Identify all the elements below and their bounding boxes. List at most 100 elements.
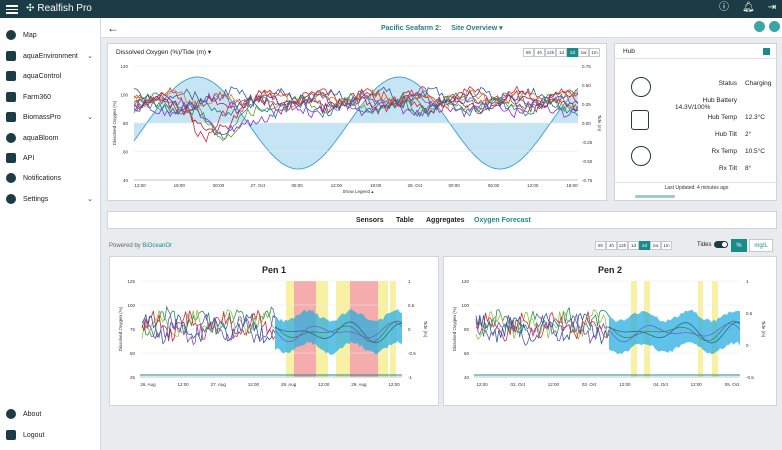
x-tick-label: 27. Aug <box>211 382 227 387</box>
info-icon[interactable]: ⓘ <box>719 2 729 13</box>
forecast-series-line <box>274 321 403 343</box>
y-axis-label: Dissolved Oxygen (%) <box>118 306 123 351</box>
sidebar-item-biomasspro[interactable]: BiomassPro ⌄ <box>0 108 100 126</box>
forecast-series-line <box>608 323 741 343</box>
page-header: ← Pacific Seafarm 2: Site Overview ▾ <box>101 18 782 38</box>
do-series-line <box>133 91 579 112</box>
collapse-icon[interactable] <box>763 48 770 55</box>
range-button-1w[interactable]: 1w <box>578 48 589 57</box>
y2-tick-label: 0.5 <box>408 303 415 308</box>
chat-icon[interactable] <box>754 21 765 32</box>
back-arrow-icon[interactable]: ← <box>107 21 119 35</box>
sidebar-item-api[interactable]: API <box>0 149 100 167</box>
hub-row: Hub Temp 12.3°C <box>707 114 765 121</box>
unit-mgl-button[interactable]: mg/L <box>749 239 773 252</box>
tab-oxygen-forecast[interactable]: Oxygen Forecast <box>474 217 531 224</box>
grid-icon <box>6 51 16 61</box>
menu-icon[interactable] <box>6 3 18 15</box>
y-tick-label: 100 <box>127 303 135 308</box>
x-tick-label: 12:00 <box>248 382 260 387</box>
sidebar-item-aquaenvironment[interactable]: aquaEnvironment ⌄ <box>0 47 100 65</box>
range-button-1m[interactable]: 1m <box>589 48 600 57</box>
toggle-switch[interactable] <box>714 241 729 248</box>
site-name: Pacific Seafarm 2: <box>381 25 442 32</box>
main-content: ← Pacific Seafarm 2: Site Overview ▾ Dis… <box>101 18 782 450</box>
show-legend-toggle[interactable]: Show Legend ▴ <box>342 189 374 194</box>
y2-axis-label: Tide (m) <box>423 321 428 338</box>
range-button-12h[interactable]: 12h <box>545 48 556 57</box>
bell-icon[interactable]: 🔔︎ <box>742 2 755 13</box>
x-tick-label: 12:00 <box>178 382 190 387</box>
logout-icon <box>6 430 16 440</box>
view-selector[interactable]: Site Overview ▾ <box>451 25 503 32</box>
y2-tick-label: 0.25 <box>582 102 591 107</box>
sidebar-item-aquacontrol[interactable]: aquaControl <box>0 67 100 85</box>
hub-scrollbar[interactable] <box>635 195 675 198</box>
range-button-1d[interactable]: 1d <box>556 48 567 57</box>
forecast-band <box>275 309 402 355</box>
do-range-selector: 5h 4h 12h 1d 2d 1w 1m <box>523 48 600 57</box>
range-button-2d[interactable]: 2d <box>567 48 578 57</box>
do-chart: 120 100 80 60 40 0.75 0.50 0.25 0.00 -0.25 -0.50 -0… <box>112 64 602 194</box>
sidebar-item-farm360[interactable]: Farm360 <box>0 88 100 106</box>
pen-title: Pen 2 <box>597 265 622 275</box>
hub-row: Status Charging <box>718 80 772 87</box>
x-tick-label: 00:00 <box>213 183 225 188</box>
chevron-down-icon[interactable]: ⌄ <box>87 114 93 121</box>
sidebar-item-aquabloom[interactable]: aquaBloom <box>0 129 100 147</box>
measured-series-line <box>141 313 276 346</box>
sidebar-item-about[interactable]: About <box>0 405 100 423</box>
logout-icon[interactable]: ⇥ <box>767 2 777 13</box>
range-button-5h[interactable]: 5h <box>523 48 534 57</box>
range-button-1w[interactable]: 1w <box>650 241 661 250</box>
do-panel-title[interactable]: Dissolved Oxygen (%)/Tide (m) ▾ <box>116 49 212 56</box>
sidebar-item-settings[interactable]: Settings ⌄ <box>0 190 100 208</box>
x-tick-label: 12:00 <box>691 382 703 387</box>
range-button-1m[interactable]: 1m <box>661 241 672 250</box>
sidebar-item-notifications[interactable]: Notifications <box>0 169 100 187</box>
top-bar: ✣ Realfish Pro ⓘ 🔔︎ ⇥ <box>0 0 782 18</box>
hub-row: Rx Tilt 8° <box>718 165 752 172</box>
chevron-down-icon[interactable]: ⌄ <box>87 196 93 203</box>
unit-percent-button[interactable]: % <box>731 239 747 252</box>
forecast-series-line <box>274 320 403 343</box>
range-button-1d[interactable]: 1d <box>628 241 639 250</box>
x-tick-label: 12:00 <box>527 183 539 188</box>
y2-tick-label: 0 <box>408 327 411 332</box>
range-button-12h[interactable]: 12h <box>617 241 628 250</box>
x-tick-label: 00:00 <box>449 183 461 188</box>
farm360-icon <box>6 92 16 102</box>
battery-icon <box>631 110 649 130</box>
hub-row: Hub Battery14.3V/100% <box>675 97 737 111</box>
forecast-band <box>609 309 740 355</box>
gear-icon[interactable] <box>769 21 780 32</box>
y2-tick-label: -0.50 <box>582 159 593 164</box>
tab-table[interactable]: Table <box>396 217 414 224</box>
chevron-down-icon[interactable]: ⌄ <box>87 53 93 60</box>
y2-tick-label: 0.50 <box>582 83 591 88</box>
range-button-2d[interactable]: 2d <box>639 241 650 250</box>
x-tick-label: 12:00 <box>476 382 488 387</box>
x-tick-label: 04. Oct <box>653 382 668 387</box>
y2-tick-label: -0.25 <box>582 140 593 145</box>
forecast-series-line <box>274 321 402 344</box>
tides-toggle[interactable]: Tides <box>697 241 729 248</box>
y-tick-label: 80 <box>123 121 129 126</box>
sidebar-item-logout[interactable]: Logout <box>0 426 100 444</box>
y-tick-label: 25 <box>130 375 136 380</box>
y2-tick-label: 0 <box>746 343 749 348</box>
api-icon <box>6 153 16 163</box>
range-button-5h[interactable]: 5h <box>595 241 606 250</box>
y2-tick-label: 0.75 <box>582 64 591 69</box>
x-tick-label: 12:00 <box>318 382 330 387</box>
range-button-4h[interactable]: 4h <box>534 48 545 57</box>
x-tick-label: 12:00 <box>388 382 400 387</box>
y2-tick-label: -0.5 <box>408 351 416 356</box>
info-icon <box>6 409 16 419</box>
tab-aggregates[interactable]: Aggregates <box>426 217 465 224</box>
tab-sensors[interactable]: Sensors <box>356 217 384 224</box>
range-button-4h[interactable]: 4h <box>606 241 617 250</box>
app-logo[interactable]: ✣ Realfish Pro <box>26 3 92 14</box>
y-tick-label: 40 <box>464 375 470 380</box>
sidebar-item-map[interactable]: Map <box>0 26 100 44</box>
